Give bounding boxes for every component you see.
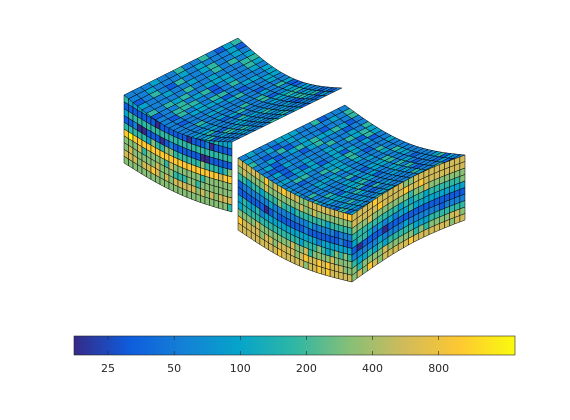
grid-cell <box>347 273 353 283</box>
grid-cell <box>303 260 309 270</box>
grid-cell <box>191 191 197 202</box>
grid-cell <box>334 270 340 280</box>
grid-cell <box>218 200 224 210</box>
grid-cell <box>186 190 192 200</box>
tick-label: 200 <box>296 362 317 375</box>
grid-cell <box>459 213 466 223</box>
grid-cell <box>227 137 241 143</box>
tick-label: 100 <box>230 362 251 375</box>
colorbar-gradient <box>73 335 516 356</box>
grid-cell <box>195 193 201 203</box>
grid-cell <box>316 265 322 275</box>
tick-label: 50 <box>167 362 181 375</box>
grid-cell <box>213 199 219 209</box>
colorbar: 25 50 100 200 400 800 <box>73 335 516 375</box>
grid-cell <box>227 203 233 213</box>
grid-cell <box>204 196 210 206</box>
grid-cell <box>209 198 215 208</box>
grid-cell <box>342 272 348 282</box>
grid-cell <box>325 268 331 277</box>
grid-cell <box>312 263 318 273</box>
tick-label: 25 <box>101 362 115 375</box>
grid-cell <box>307 262 313 272</box>
tick-label: 400 <box>362 362 383 375</box>
grid-cell <box>329 269 335 279</box>
grid-cell <box>321 266 326 276</box>
grid-model <box>123 37 466 283</box>
tick-label: 800 <box>428 362 449 375</box>
grid-cell <box>222 202 228 212</box>
grid-cell <box>200 195 206 205</box>
grid-cell <box>338 271 344 281</box>
grid-cell <box>342 266 348 275</box>
